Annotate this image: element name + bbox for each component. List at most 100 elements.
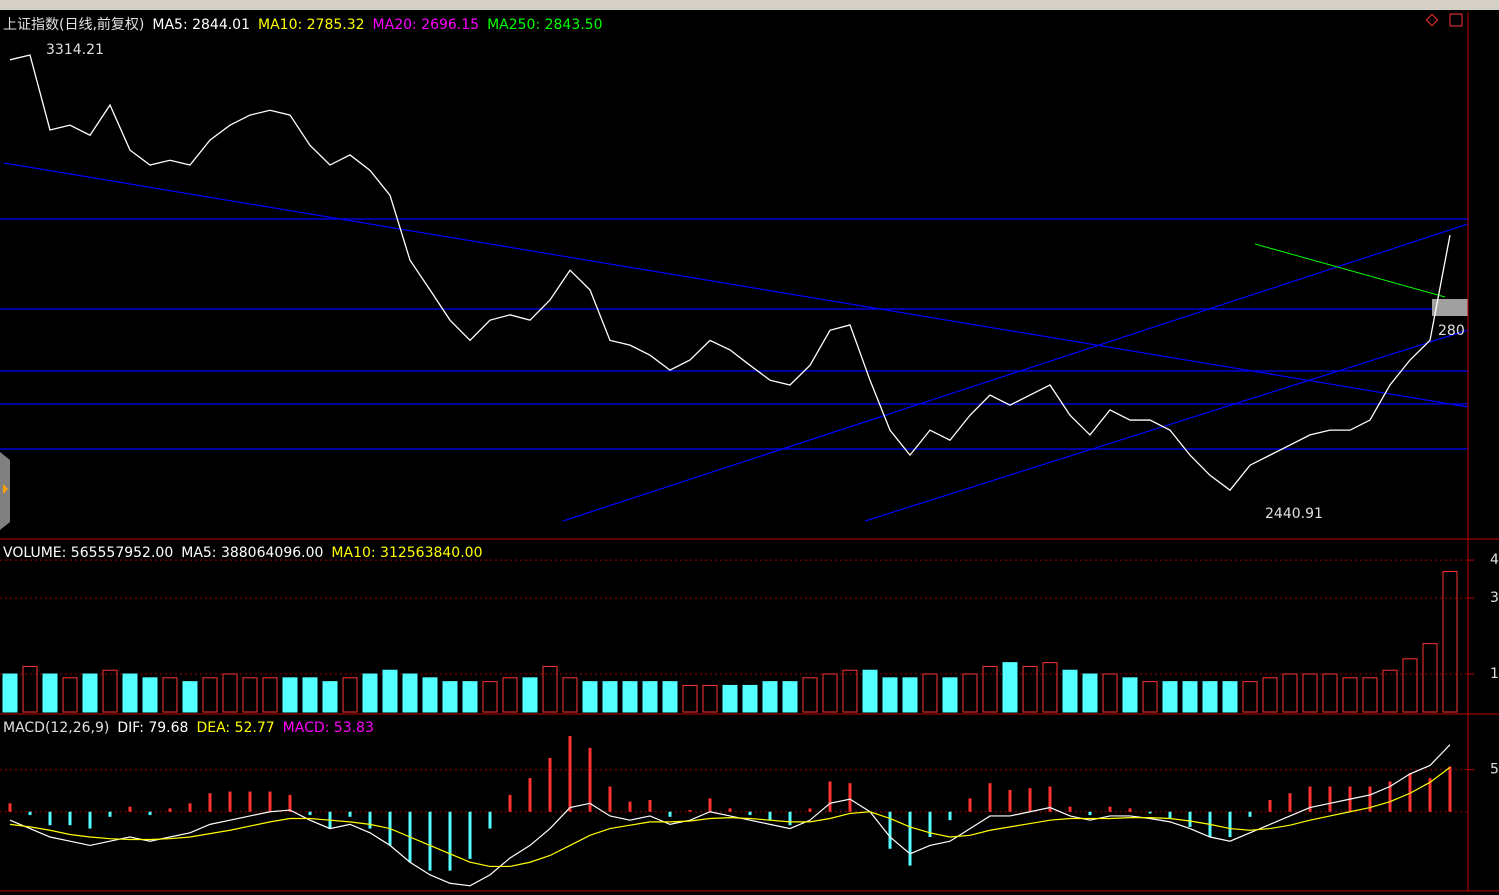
legend-label: 上证指数(日线,前复权)	[3, 16, 144, 33]
volume-bar	[1122, 677, 1138, 713]
volume-bar	[322, 681, 338, 713]
volume-bar	[802, 677, 818, 713]
legend-label: DIF: 79.68	[117, 720, 188, 736]
volume-bar	[122, 673, 138, 713]
volume-bar	[222, 673, 238, 713]
volume-bar	[842, 669, 858, 713]
volume-bar	[2, 673, 18, 713]
volume-bar	[1102, 673, 1118, 713]
price-marker	[1432, 299, 1468, 316]
volume-bar	[82, 673, 98, 713]
volume-bar	[162, 677, 178, 713]
volume-bar	[182, 681, 198, 713]
legend-label: MACD(12,26,9)	[3, 720, 109, 736]
legend-label: MA5: 388064096.00	[181, 545, 323, 561]
side-tab-arrow	[3, 484, 8, 494]
y-tick-label: 4	[1490, 552, 1499, 568]
volume-bar	[1282, 673, 1298, 713]
volume-bar	[202, 677, 218, 713]
volume-bar	[1342, 677, 1358, 713]
legend-label: MACD: 53.83	[283, 720, 374, 736]
volume-bar	[62, 677, 78, 713]
legend-label: VOLUME: 565557952.00	[3, 545, 173, 561]
volume-bar	[1442, 571, 1458, 713]
volume-bar	[22, 665, 38, 713]
volume-bar	[1262, 677, 1278, 713]
volume-bar	[662, 681, 678, 713]
volume-bar	[1222, 681, 1238, 713]
volume-bar	[902, 677, 918, 713]
macd-line	[9, 766, 1451, 868]
volume-bar	[102, 669, 118, 713]
legend-label: DEA: 52.77	[196, 720, 274, 736]
volume-bar	[602, 681, 618, 713]
volume-bar	[822, 673, 838, 713]
legend-label: MA5: 2844.01	[152, 17, 250, 33]
volume-bar	[282, 677, 298, 713]
trend-lines	[0, 162, 1469, 522]
volume-bar	[1202, 681, 1218, 713]
volume-bar	[682, 684, 698, 713]
volume-bar	[1402, 658, 1418, 713]
volume-bar	[582, 681, 598, 713]
ma250-line	[1254, 243, 1446, 298]
volume-bar	[142, 677, 158, 713]
legend-label: MA250: 2843.50	[487, 17, 602, 33]
volume-bar	[982, 665, 998, 713]
volume-bar	[1302, 673, 1318, 713]
volume-bar	[402, 673, 418, 713]
volume-bar	[42, 673, 58, 713]
volume-bar	[722, 684, 738, 713]
volume-bar	[762, 681, 778, 713]
legend-label: MA20: 2696.15	[373, 17, 480, 33]
volume-bar	[922, 673, 938, 713]
legend-label: MA10: 312563840.00	[331, 545, 482, 561]
volume-bar	[1162, 681, 1178, 713]
icon-window[interactable]	[1449, 13, 1463, 27]
annotation: 280	[1438, 323, 1465, 339]
volume-bar	[702, 684, 718, 713]
volume-bar	[1382, 669, 1398, 713]
volume-bar	[642, 681, 658, 713]
volume-bar	[1362, 677, 1378, 713]
volume-bar	[1042, 662, 1058, 713]
volume-bar	[342, 677, 358, 713]
volume-bar	[742, 684, 758, 713]
volume-bar	[1422, 643, 1438, 713]
volume-bar	[962, 673, 978, 713]
volume-bar	[462, 681, 478, 713]
volume-bar	[562, 677, 578, 713]
volume-bar	[422, 677, 438, 713]
volume-bar	[442, 681, 458, 713]
volume-bar	[1322, 673, 1338, 713]
annotation: 2440.91	[1265, 506, 1323, 522]
volume-bar	[1082, 673, 1098, 713]
volume-bar	[1182, 681, 1198, 713]
y-tick-label: 3	[1490, 590, 1499, 606]
y-tick-label: 50	[1490, 762, 1499, 778]
volume-bar	[362, 673, 378, 713]
price-line	[9, 54, 1451, 492]
volume-bar	[502, 677, 518, 713]
icon-diamond[interactable]	[1425, 13, 1439, 27]
volume-bar	[482, 681, 498, 713]
volume-bar	[882, 677, 898, 713]
volume-bar	[262, 677, 278, 713]
volume-bar	[1062, 669, 1078, 713]
volume-bar	[862, 669, 878, 713]
macd-line	[9, 744, 1451, 887]
y-tick-label: 1	[1490, 666, 1499, 682]
legend-label: MA10: 2785.32	[258, 17, 365, 33]
menu-bar	[0, 0, 1499, 10]
volume-bar	[242, 677, 258, 713]
volume-bar	[382, 669, 398, 713]
volume-bar	[1002, 662, 1018, 713]
volume-bar	[542, 665, 558, 713]
volume-bar	[1242, 681, 1258, 713]
volume-bar	[1142, 681, 1158, 713]
annotation: 3314.21	[46, 42, 104, 58]
volume-bar	[942, 677, 958, 713]
volume-bar	[1022, 665, 1038, 713]
